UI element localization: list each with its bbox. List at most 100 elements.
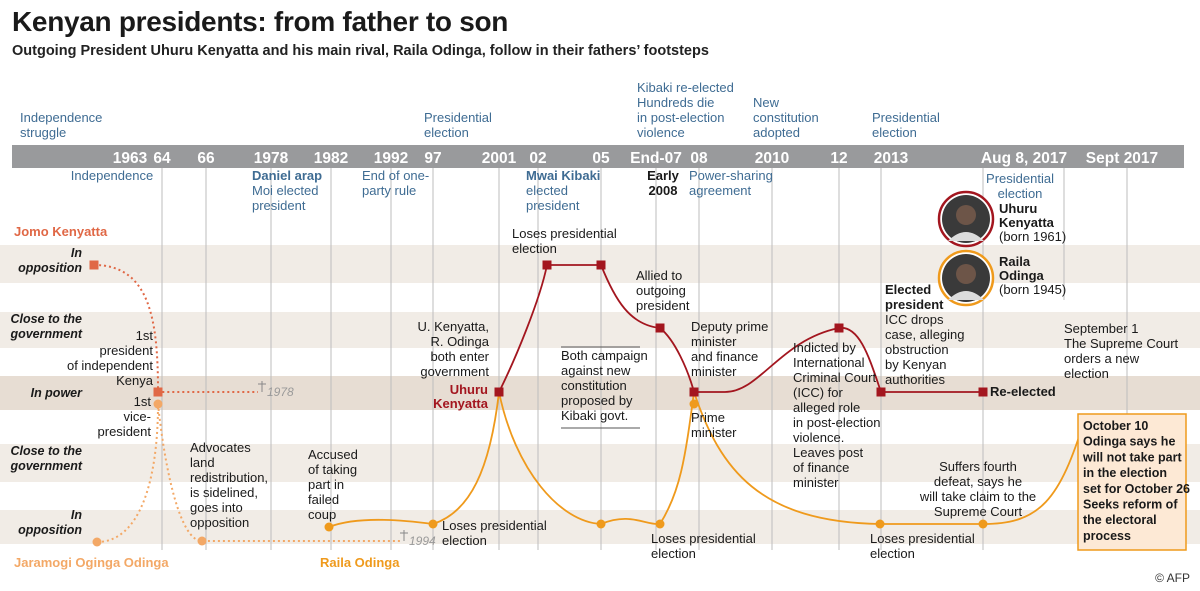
event-early2008: Early 2008	[647, 168, 680, 198]
event-pres_election_2013: Presidential election	[872, 110, 940, 140]
jaramogi-odinga-label: Jaramogi Oginga Odinga	[14, 555, 169, 570]
uhuru-legend-born: (born 1961)	[999, 229, 1066, 244]
year-label-5: 1992	[374, 150, 408, 167]
year-label-10: End-07	[630, 150, 682, 167]
event-pres_election_97: Presidential election	[424, 110, 492, 140]
event-pres_election_2017: Presidential election	[986, 171, 1054, 201]
annotation-deputy-pm: Deputy prime minister and finance minister	[691, 319, 768, 379]
jaramogi-marker-vp	[153, 399, 163, 409]
event-moi: Daniel arap Moi elected president	[252, 168, 322, 213]
row-band-close_top	[0, 312, 1200, 348]
uhuru-portrait-shirt	[948, 232, 984, 241]
year-label-3: 1978	[254, 150, 289, 167]
annotation-oct10: October 10 Odinga says he will not take pa…	[1082, 419, 1190, 543]
annotation-sept1: September 1 The Supreme Court orders a new…	[1064, 321, 1179, 381]
row-label-opp_top: In opposition	[18, 246, 82, 275]
year-label-15: Aug 8, 2017	[981, 150, 1067, 167]
event-new_constitution: New constitution adopted	[753, 95, 819, 140]
uhuru-marker-7	[978, 387, 988, 397]
raila-marker-5	[875, 519, 885, 529]
event-power_sharing: Power-sharing agreement	[689, 168, 773, 198]
row-band-power	[0, 376, 1200, 410]
row-label-power: In power	[31, 386, 84, 400]
year-label-11: 08	[690, 150, 708, 167]
year-label-12: 2010	[755, 150, 789, 167]
annotation-allied: Allied to outgoing president	[636, 268, 690, 313]
raila-legend-name: Raila Odinga	[999, 254, 1045, 283]
row-label-close_bottom: Close to the government	[9, 444, 82, 473]
event-kibaki: Mwai Kibaki elected president	[526, 168, 600, 213]
annotation-fourth-defeat: Suffers fourth defeat, says he will take c…	[919, 459, 1036, 519]
event-kibaki_reelected: Kibaki re-elected Hundreds die in post-ele…	[637, 80, 734, 140]
jaramogi-death-cross	[400, 530, 408, 541]
raila-marker-3	[655, 519, 665, 529]
event-independence: Independence	[71, 168, 153, 183]
afp-credit: © AFP	[1155, 571, 1190, 585]
uhuru-path	[498, 264, 983, 393]
jomo-death-cross	[258, 381, 266, 392]
year-label-6: 97	[424, 150, 441, 167]
annotation-pm: Prime minister	[691, 410, 737, 440]
annotation-elected-president: Elected president	[885, 282, 944, 312]
annotation-reelected: Re-elected	[990, 384, 1056, 399]
raila-odinga-label: Raila Odinga	[320, 555, 400, 570]
year-label-4: 1982	[314, 150, 348, 167]
event-independence_struggle: Independence struggle	[20, 110, 102, 140]
row-label-close_top: Close to the government	[9, 312, 82, 341]
uhuru-marker-5	[834, 323, 844, 333]
uhuru-marker-2	[596, 260, 606, 270]
raila-legend-born: (born 1945)	[999, 282, 1066, 297]
row-band-close_bottom	[0, 444, 1200, 482]
year-label-13: 12	[830, 150, 847, 167]
jaramogi-marker-start	[92, 537, 102, 547]
raila-marker-2	[596, 519, 606, 529]
year-label-7: 2001	[482, 150, 517, 167]
jaramogi-marker-opposition	[197, 536, 207, 546]
annotation-indicted: Indicted by International Criminal Court (I…	[793, 340, 880, 490]
uhuru-marker-6	[876, 387, 886, 397]
year-label-2: 66	[197, 150, 215, 167]
jomo-death-year: 1978	[267, 385, 294, 399]
year-label-8: 02	[529, 150, 546, 167]
raila-portrait-shirt	[948, 291, 984, 300]
annotation-loses-07: Loses presidential election	[651, 531, 756, 561]
jomo-marker-opposition	[89, 260, 99, 270]
row-label-opp_bottom: In opposition	[18, 508, 82, 537]
annotation-first-vp: 1st vice-president	[98, 394, 152, 439]
annotation-loses-97: Loses presidential election	[442, 518, 547, 548]
timeline-bar	[12, 145, 1184, 168]
raila-marker-6	[978, 519, 988, 529]
event-one_party: End of one-party rule	[362, 168, 429, 198]
year-label-9: 05	[592, 150, 610, 167]
raila-marker-0	[324, 522, 334, 532]
year-label-16: Sept 2017	[1086, 150, 1158, 167]
uhuru-kenyatta-label: Uhuru Kenyatta	[433, 382, 489, 411]
annotation-campaign: Both campaign against new constitution prop…	[561, 348, 648, 423]
uhuru-legend-name: Uhuru Kenyatta	[999, 201, 1055, 230]
annotation-loses-13: Loses presidential election	[870, 531, 975, 561]
uhuru-marker-0	[494, 387, 504, 397]
annotation-first-president: 1st president of independent Kenya	[67, 328, 154, 388]
uhuru-portrait-face	[956, 205, 976, 225]
raila-portrait-face	[956, 264, 976, 284]
annotation-coup: Accused of taking part in failed coup	[308, 447, 358, 522]
annotation-loses-02: Loses presidential election	[512, 226, 617, 256]
oct10-box	[1077, 413, 1187, 551]
raila-marker-4	[689, 399, 699, 409]
annotation-icc-drops: ICC drops case, alleging obstruction by Ken…	[885, 312, 965, 387]
annotation-both-enter: U. Kenyatta, R. Odinga both enter governmen…	[417, 319, 489, 379]
year-label-1: 64	[153, 150, 171, 167]
jaramogi-path-to-vp	[96, 403, 159, 543]
annotation-advocates: Advocates land redistribution, is sidelined…	[190, 440, 268, 530]
year-label-0: 1963	[113, 150, 148, 167]
page-title: Kenyan presidents: from father to son	[12, 6, 509, 37]
year-label-14: 2013	[874, 150, 909, 167]
jomo-marker-power	[153, 387, 163, 397]
uhuru-marker-4	[689, 387, 699, 397]
raila-marker-1	[428, 519, 438, 529]
jaramogi-death-year: 1994	[409, 534, 436, 548]
uhuru-marker-3	[655, 323, 665, 333]
jomo-kenyatta-label: Jomo Kenyatta	[14, 224, 108, 239]
